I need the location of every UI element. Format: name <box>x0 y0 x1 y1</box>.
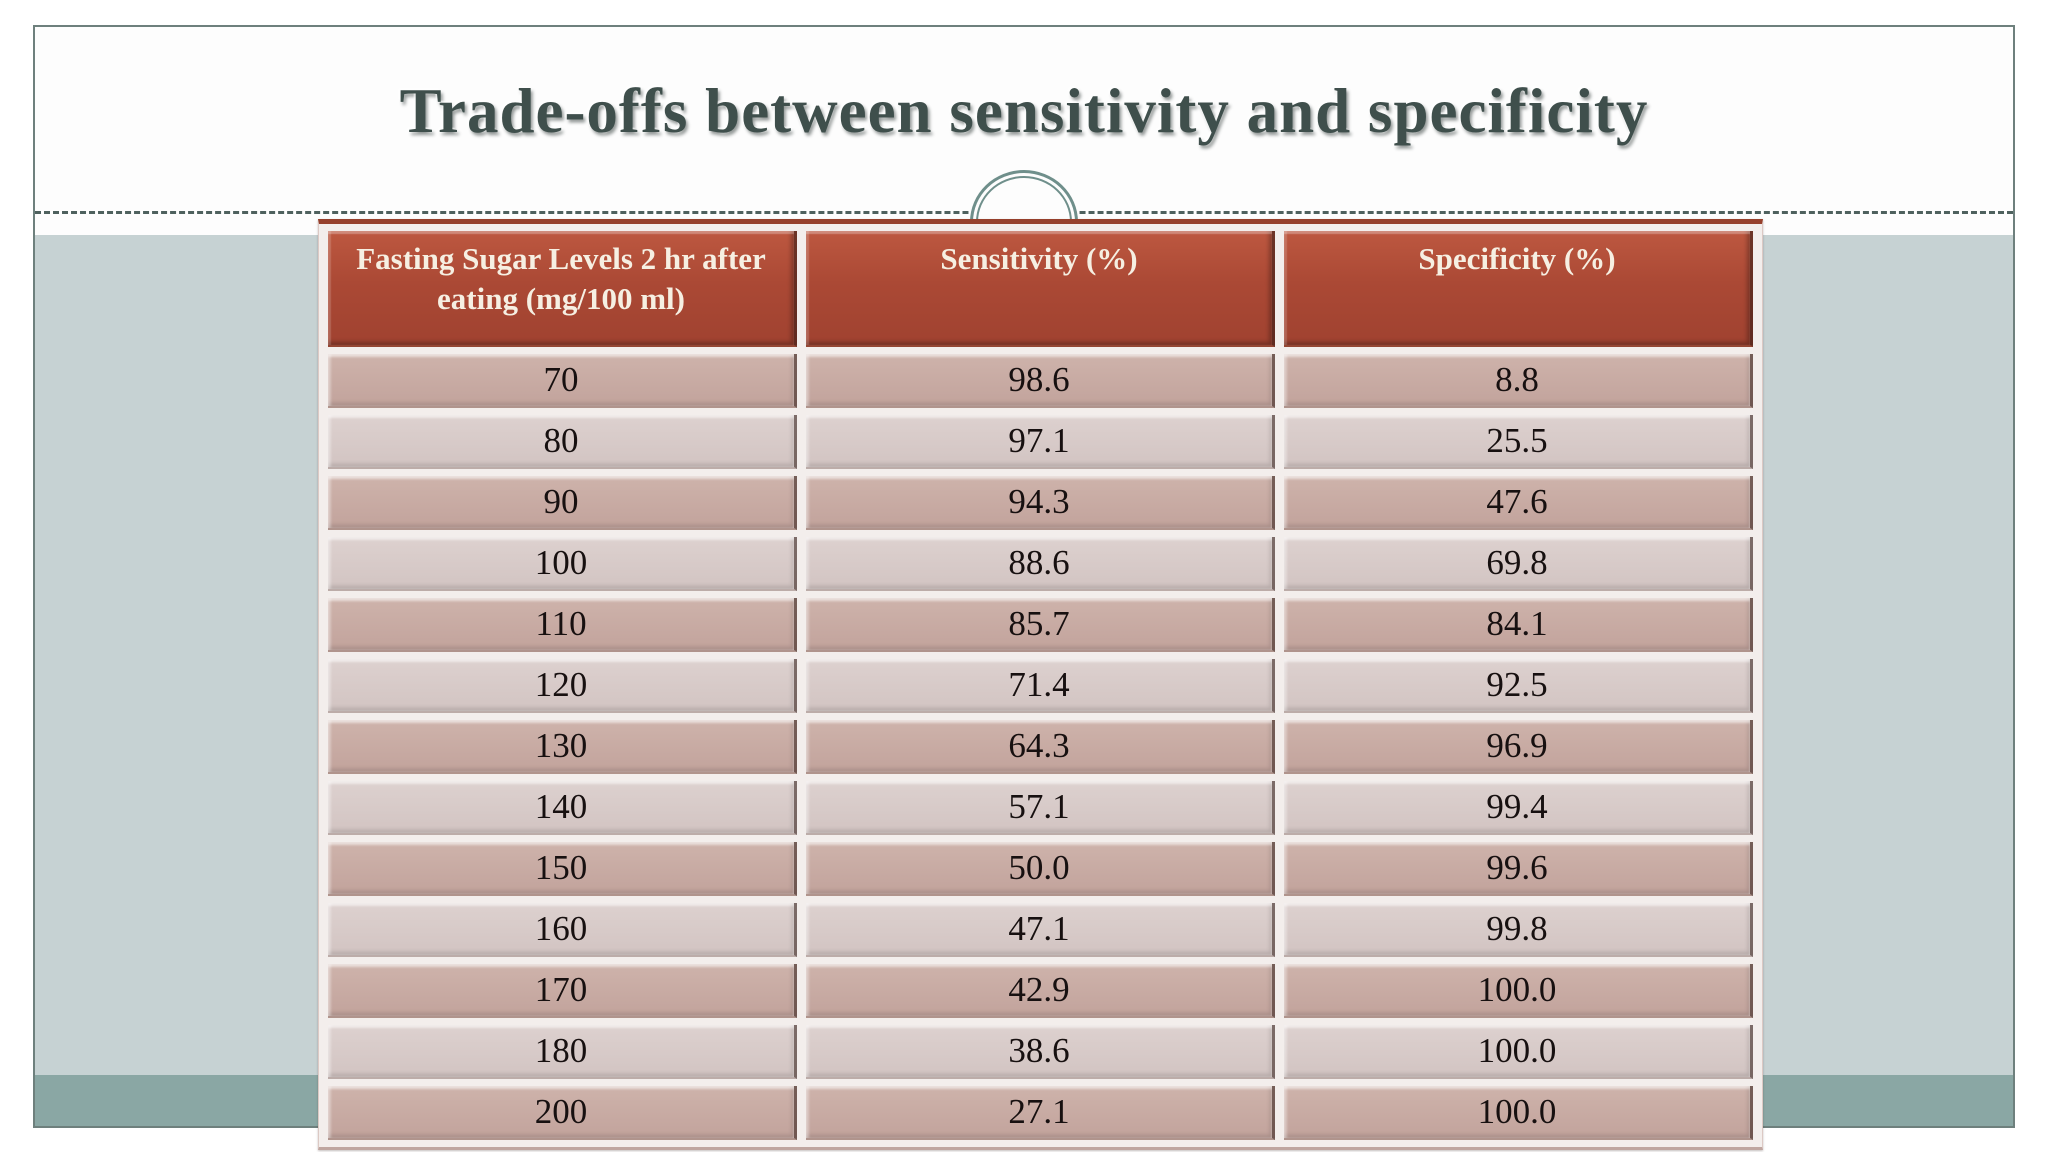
sensitivity-cell: 94.3 <box>806 476 1275 530</box>
specificity-cell: 47.6 <box>1284 476 1753 530</box>
slide-title: Trade-offs between sensitivity and speci… <box>399 76 1649 146</box>
sensitivity-cell: 27.1 <box>806 1086 1275 1140</box>
table-row: 150 50.0 99.6 <box>328 842 1753 896</box>
table-row: 200 27.1 100.0 <box>328 1086 1753 1140</box>
sensitivity-cell: 98.6 <box>806 354 1275 408</box>
level-cell: 90 <box>328 476 797 530</box>
specificity-cell: 84.1 <box>1284 598 1753 652</box>
table-row: 180 38.6 100.0 <box>328 1025 1753 1079</box>
level-cell: 100 <box>328 537 797 591</box>
table-row: 110 85.7 84.1 <box>328 598 1753 652</box>
specificity-cell: 99.4 <box>1284 781 1753 835</box>
table-header-row: Fasting Sugar Levels 2 hr after eating (… <box>328 231 1753 347</box>
table-row: 90 94.3 47.6 <box>328 476 1753 530</box>
specificity-cell: 25.5 <box>1284 415 1753 469</box>
specificity-cell: 96.9 <box>1284 720 1753 774</box>
level-cell: 70 <box>328 354 797 408</box>
table-row: 130 64.3 96.9 <box>328 720 1753 774</box>
sensitivity-specificity-table: Fasting Sugar Levels 2 hr after eating (… <box>319 224 1762 1147</box>
table-body: 70 98.6 8.8 80 97.1 25.5 90 94.3 47.6 100 88.6 69.8… <box>328 354 1753 1140</box>
sensitivity-cell: 57.1 <box>806 781 1275 835</box>
sensitivity-cell: 88.6 <box>806 537 1275 591</box>
specificity-cell: 99.6 <box>1284 842 1753 896</box>
header-fasting-sugar-levels: Fasting Sugar Levels 2 hr after eating (… <box>328 231 797 347</box>
data-table-container: Fasting Sugar Levels 2 hr after eating (… <box>318 219 1763 1150</box>
level-cell: 170 <box>328 964 797 1018</box>
level-cell: 110 <box>328 598 797 652</box>
sensitivity-cell: 97.1 <box>806 415 1275 469</box>
specificity-cell: 100.0 <box>1284 964 1753 1018</box>
presentation-slide: Trade-offs between sensitivity and speci… <box>33 25 2015 1150</box>
table-row: 170 42.9 100.0 <box>328 964 1753 1018</box>
header-sensitivity: Sensitivity (%) <box>806 231 1275 347</box>
sensitivity-cell: 47.1 <box>806 903 1275 957</box>
table-row: 160 47.1 99.8 <box>328 903 1753 957</box>
level-cell: 200 <box>328 1086 797 1140</box>
table-row: 140 57.1 99.4 <box>328 781 1753 835</box>
sensitivity-cell: 42.9 <box>806 964 1275 1018</box>
table-row: 70 98.6 8.8 <box>328 354 1753 408</box>
sensitivity-cell: 50.0 <box>806 842 1275 896</box>
level-cell: 140 <box>328 781 797 835</box>
table-row: 100 88.6 69.8 <box>328 537 1753 591</box>
specificity-cell: 69.8 <box>1284 537 1753 591</box>
specificity-cell: 92.5 <box>1284 659 1753 713</box>
specificity-cell: 8.8 <box>1284 354 1753 408</box>
specificity-cell: 100.0 <box>1284 1086 1753 1140</box>
header-specificity: Specificity (%) <box>1284 231 1753 347</box>
table-row: 80 97.1 25.5 <box>328 415 1753 469</box>
table-row: 120 71.4 92.5 <box>328 659 1753 713</box>
sensitivity-cell: 85.7 <box>806 598 1275 652</box>
level-cell: 180 <box>328 1025 797 1079</box>
sensitivity-cell: 71.4 <box>806 659 1275 713</box>
specificity-cell: 99.8 <box>1284 903 1753 957</box>
level-cell: 120 <box>328 659 797 713</box>
sensitivity-cell: 38.6 <box>806 1025 1275 1079</box>
table-header: Fasting Sugar Levels 2 hr after eating (… <box>328 231 1753 347</box>
level-cell: 150 <box>328 842 797 896</box>
level-cell: 160 <box>328 903 797 957</box>
level-cell: 130 <box>328 720 797 774</box>
specificity-cell: 100.0 <box>1284 1025 1753 1079</box>
sensitivity-cell: 64.3 <box>806 720 1275 774</box>
level-cell: 80 <box>328 415 797 469</box>
